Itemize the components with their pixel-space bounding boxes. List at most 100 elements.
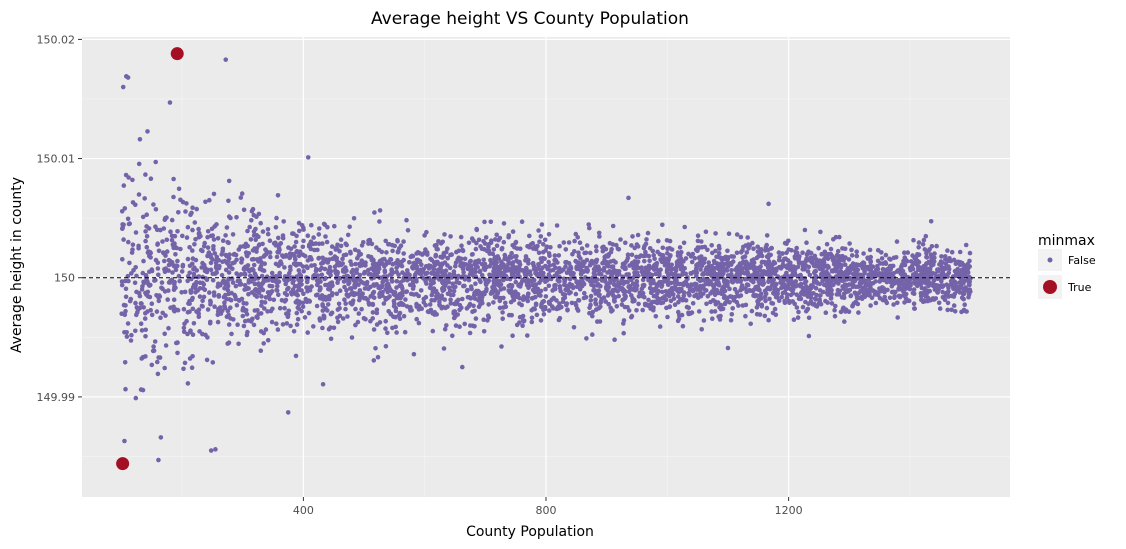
point [155,371,161,377]
point [276,279,282,284]
point [945,307,950,313]
point [859,277,865,282]
point [138,387,144,392]
point [660,245,666,251]
point [156,457,161,463]
point [246,277,252,283]
point [211,290,217,295]
legend-label-false: False [1068,254,1096,267]
point [756,279,762,285]
point [129,332,134,338]
point [296,220,302,226]
point [179,290,184,295]
point [182,360,188,366]
point [318,279,323,284]
point [784,295,790,300]
point [409,253,415,259]
point [414,264,420,270]
point [121,237,126,242]
point [132,280,138,286]
point [250,316,255,322]
point [642,258,647,264]
point [141,279,146,285]
point [187,270,192,276]
point [348,259,353,264]
point [908,283,913,288]
point [501,263,506,269]
point [147,294,153,300]
point [238,282,244,287]
point [565,308,570,313]
point [597,234,602,239]
point [767,270,772,276]
point [800,250,805,255]
point [665,314,670,320]
point [962,302,967,308]
point [775,274,781,280]
point [763,298,768,304]
point [648,281,654,287]
point [608,274,614,280]
point [163,215,168,221]
point [535,290,541,295]
point [536,228,541,233]
point [499,245,505,251]
point [185,224,191,230]
point [207,290,212,295]
point [395,237,400,243]
point [857,283,863,289]
point [138,321,144,327]
point [479,297,485,303]
point [853,299,859,305]
point [343,278,349,283]
point [258,329,264,334]
point [133,202,138,208]
point [426,309,432,315]
point [937,306,943,311]
point [320,308,326,313]
point [121,183,127,188]
point [418,288,424,293]
point [704,301,709,307]
point [913,254,919,260]
point [817,258,822,264]
point [790,290,796,296]
point [528,278,534,284]
point [692,293,697,299]
point [669,247,675,252]
point [127,221,132,226]
point [273,225,279,230]
point [662,294,667,299]
point [163,343,169,348]
point [759,304,765,309]
point [192,242,197,247]
point [302,315,308,320]
point [397,292,402,298]
point [755,302,761,307]
point [196,307,202,313]
point [297,228,302,234]
point [300,252,306,257]
point [211,237,217,242]
point [875,266,881,272]
point [622,266,627,272]
point [201,294,207,300]
point [546,251,552,256]
point [320,382,326,387]
point [189,297,195,303]
point [843,309,848,314]
point [263,327,269,332]
point [335,307,341,312]
point [804,252,810,258]
legend: minmax False True [1038,233,1096,299]
point [555,260,560,265]
point [197,294,203,299]
point [689,282,694,287]
point [239,191,245,196]
point [180,199,186,205]
point [903,257,908,262]
point [835,287,841,293]
point [185,256,191,262]
point [523,265,529,271]
point [251,322,257,328]
